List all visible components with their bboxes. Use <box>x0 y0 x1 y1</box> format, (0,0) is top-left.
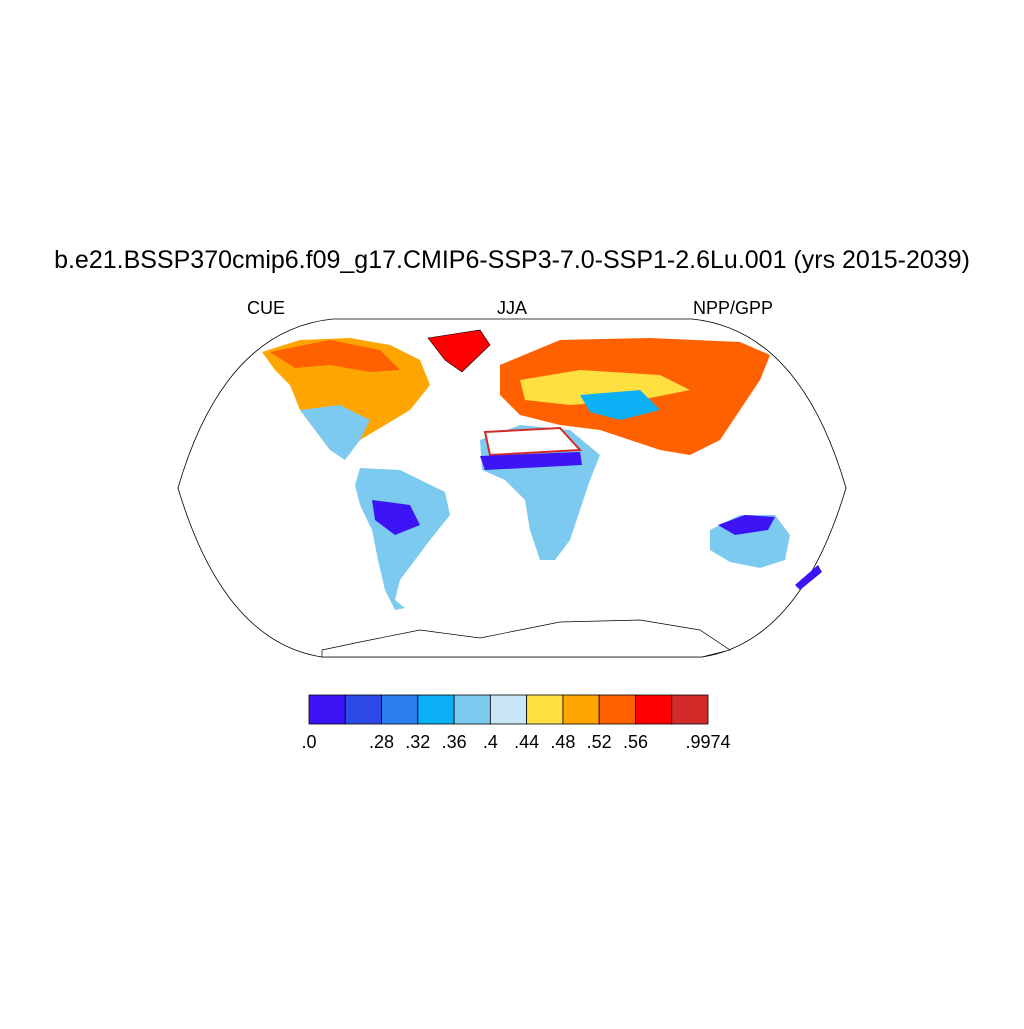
colorbar-label: .4 <box>483 732 498 752</box>
colorbar-label: .44 <box>514 732 539 752</box>
colorbar-label: .36 <box>442 732 467 752</box>
colorbar-box <box>453 694 491 725</box>
north-america-south <box>300 405 370 460</box>
colorbar-label: .32 <box>405 732 430 752</box>
chart-title: b.e21.BSSP370cmip6.f09_g17.CMIP6-SSP3-7.… <box>54 246 970 274</box>
colorbar-box <box>671 694 709 725</box>
greenland <box>427 329 491 373</box>
colorbar-label: .28 <box>369 732 394 752</box>
africa-sahara <box>483 426 583 457</box>
center-label: JJA <box>497 298 527 318</box>
colorbar-box <box>598 694 636 725</box>
colorbar-label: .52 <box>587 732 612 752</box>
colorbar-box <box>381 694 419 725</box>
australia-north <box>718 515 775 535</box>
colorbar-box <box>308 694 346 725</box>
colorbar-box <box>417 694 455 725</box>
colorbar-box <box>635 694 673 725</box>
colorbar-box <box>344 694 382 725</box>
colorbar-label: .48 <box>550 732 575 752</box>
eurasia-mid <box>520 370 690 405</box>
colorbar-label: .56 <box>623 732 648 752</box>
new-zealand <box>795 565 822 590</box>
eurasia-blue <box>580 390 660 420</box>
south-america-core <box>372 500 420 535</box>
right-label: NPP/GPP <box>693 298 773 318</box>
north-america-north <box>270 340 400 372</box>
left-label: CUE <box>247 298 285 318</box>
colorbar-label: .9974 <box>685 732 730 752</box>
map <box>177 318 847 658</box>
colorbar-box <box>526 694 564 725</box>
colorbar-label: .0 <box>301 732 316 752</box>
colorbar-box <box>562 694 600 725</box>
colorbar-box <box>489 694 528 725</box>
colorbar: .0 .28 .32 .36 .4 .44 .48 .52 .56 .9974 <box>301 694 731 752</box>
antarctica <box>321 619 731 658</box>
africa-sahel <box>480 452 582 470</box>
